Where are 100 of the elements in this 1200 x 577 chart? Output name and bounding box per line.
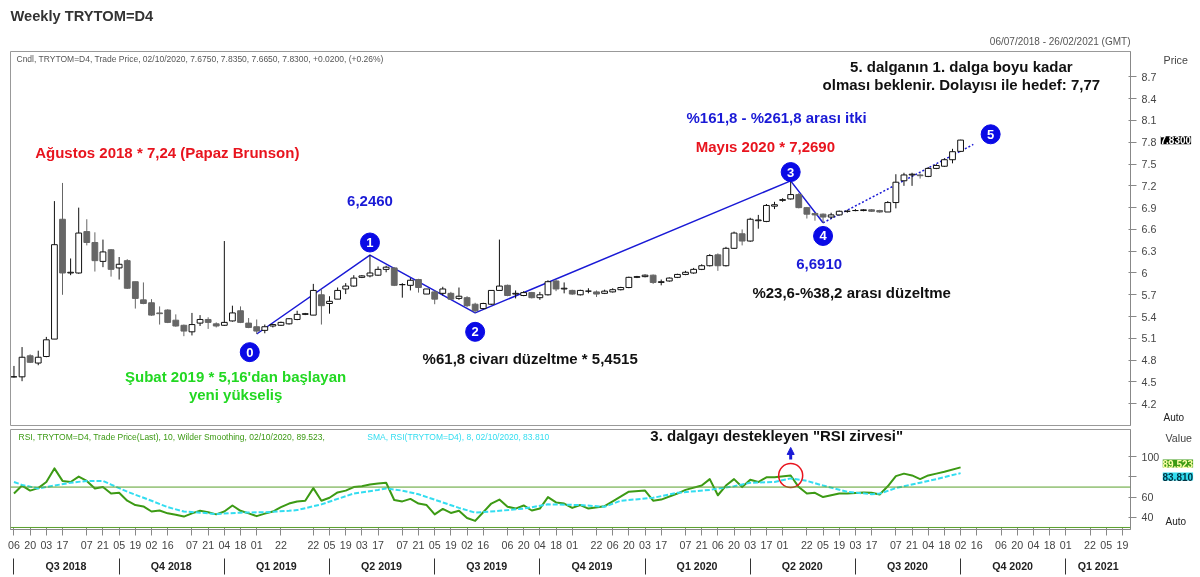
candlestick [107,248,115,278]
x2-tick-label: Q1 2019 [255,559,297,572]
candlestick [916,173,924,180]
x-tick-label: 04 [1027,538,1040,551]
x-tick-label: 21 [97,538,109,551]
x-tick-label: 04 [533,538,546,551]
x-tick-label: 06 [501,538,514,551]
annotation: %23,6-%38,2 arası düzeltme [752,284,951,302]
x-tick-label: 16 [970,538,983,551]
x-tick-label: 05 [1100,538,1113,551]
annotation: 4 [819,228,828,244]
y-tick-label: 5.7 [1141,288,1157,301]
candlestick [196,314,204,327]
y-tick-label: 7.2 [1141,179,1157,192]
y-tick-label: 5.4 [1141,310,1157,323]
annotation: 3 [787,164,795,180]
x-tick-label: 07 [186,538,198,551]
x-tick-label: 19 [833,538,846,551]
x-tick-label: 18 [234,538,247,551]
candlestick [318,288,325,326]
x-tick-label: 19 [444,538,457,551]
x-tick-label: 02 [461,538,474,551]
y-tick-label: 4.8 [1141,354,1157,367]
candlestick [188,312,196,336]
x-tick-label: 19 [339,538,352,551]
x-tick-label: 21 [906,538,919,551]
y-tick-label: 8.7 [1141,70,1157,83]
candlestick [787,180,795,201]
x-tick-label: 01 [250,538,263,551]
y-tick-label: 100 [1141,450,1160,463]
x2-tick-label: Q4 2018 [150,559,192,572]
text: 06/07/2018 - 26/02/2021 (GMT) [989,35,1131,47]
annotation: %161,8 - %261,8 arası itki [686,109,867,127]
x-tick-label: 07 [679,538,692,551]
x-tick-label: 22 [307,538,320,551]
text: 83.810 [1162,471,1194,483]
annotation: 3. dalgayı destekleyen "RSI zirvesi" [650,426,904,444]
x-tick-label: 17 [760,538,773,551]
text: SMA, RSI(TRYTOM=D4), 8, 02/10/2020, 83.810 [367,431,550,442]
chart-subtitle: Cndl, TRYTOM=D4, Trade Price, 02/10/2020, 7.6750, 7.8350, 7.6650, 7.8300, +0.0200, (+0.26%) [16,53,384,64]
x-tick-label: 21 [695,538,708,551]
x-tick-label: 06 [995,538,1008,551]
y-tick-label: 40 [1141,511,1154,524]
x-tick-label: 03 [849,538,862,551]
candlestick [908,172,916,187]
x-tick-label: 21 [202,538,215,551]
candlestick [560,281,568,294]
x-tick-label: 06 [606,538,619,551]
x2-tick-label: Q1 2020 [676,559,718,572]
x-tick-label: 22 [590,538,603,551]
annotation: 6,2460 [347,192,393,210]
x-tick-label: 22 [275,538,287,551]
annotation: Mayıs 2020 * 7,2690 [695,138,836,155]
x-tick-label: 03 [639,538,652,551]
x-tick-label: 18 [938,538,951,551]
y-tick-label: 8.1 [1141,114,1157,127]
x-tick-label: 05 [817,538,830,551]
x-tick-label: 22 [1084,538,1097,551]
x-tick-label: 05 [113,538,126,551]
candlestick [204,316,212,330]
y-axis-title: Price [1163,53,1188,66]
y-tick-label: 5.1 [1141,332,1157,345]
x2-tick-label: Q4 2020 [992,559,1034,572]
annotation: 5. dalganın 1. dalga boyu kadar olması beklenir. Dolayısı ile hedef: 7,77 [822,58,1101,94]
x2-tick-label: Q4 2019 [571,559,613,572]
candlestick [115,256,123,281]
x2-tick-label: Q3 2020 [886,559,928,572]
chart-title: Weekly TRYTOM=D4 [10,7,155,24]
x-tick-label: 17 [372,538,385,551]
x-tick-label: 05 [323,538,336,551]
x-tick-label: 02 [145,538,158,551]
x-tick-label: 17 [655,538,668,551]
candlestick [99,239,107,268]
x-tick-label: 07 [80,538,93,551]
y-tick-label: 4.5 [1141,375,1157,388]
x2-tick-label: Q3 2019 [466,559,508,572]
annotation: Şubat 2019 * 5,16'dan başlayan yeni yükseliş [125,368,347,404]
x-tick-label: 17 [56,538,69,551]
y-tick-label: 6.3 [1141,245,1157,258]
x-tick-label: 16 [161,538,174,551]
x-tick-label: 21 [412,538,425,551]
annotation: 1 [366,234,374,250]
x2-tick-label: Q2 2019 [361,559,403,572]
x-tick-label: 16 [477,538,490,551]
x2-tick-label: Q2 2020 [781,559,823,572]
x-tick-label: 06 [8,538,20,551]
annotation: Ağustos 2018 * 7,24 (Papaz Brunson) [35,144,300,162]
x2-tick-label: Q3 2018 [45,559,87,572]
annotation: 2 [471,324,479,340]
y-tick-label: 7.5 [1141,158,1157,171]
x-tick-label: 20 [1011,538,1024,551]
x-tick-label: 20 [622,538,635,551]
candlestick [455,287,463,301]
x-tick-label: 07 [396,538,409,551]
y-tick-label: 6.9 [1141,201,1157,214]
y-axis-title: Value [1165,431,1193,444]
x-tick-label: 20 [728,538,741,551]
text: 89.523 [1162,458,1194,470]
x2-tick-label: Q1 2021 [1077,559,1119,572]
y-tick-label: 8.4 [1141,92,1157,105]
